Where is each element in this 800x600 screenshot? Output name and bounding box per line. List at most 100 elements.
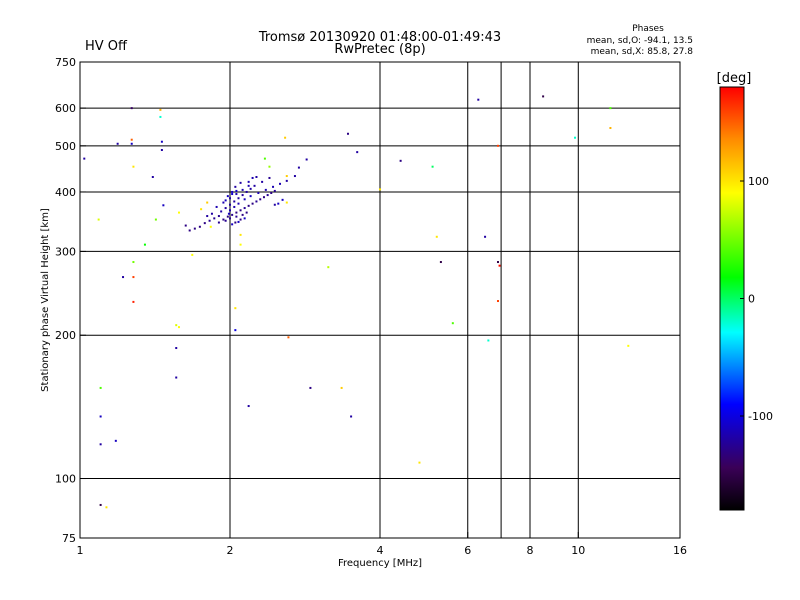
data-point xyxy=(356,151,359,154)
x-tick-label: 10 xyxy=(571,544,585,557)
data-point xyxy=(435,235,438,238)
data-point xyxy=(175,347,178,350)
data-point xyxy=(241,213,244,216)
data-point xyxy=(255,200,258,203)
data-point xyxy=(116,142,119,145)
data-point xyxy=(451,322,454,325)
data-point xyxy=(122,276,125,279)
data-point xyxy=(243,207,246,210)
data-point xyxy=(224,207,227,210)
data-point xyxy=(154,218,157,221)
data-point xyxy=(268,165,271,168)
x-tick-label: 1 xyxy=(77,544,84,557)
data-point xyxy=(574,136,577,139)
data-point xyxy=(99,415,102,418)
data-point xyxy=(233,200,236,203)
data-point xyxy=(229,197,231,200)
data-point xyxy=(191,253,194,256)
data-point xyxy=(293,175,296,178)
data-point xyxy=(114,439,117,442)
data-point xyxy=(175,376,178,379)
data-point xyxy=(270,191,273,194)
data-point xyxy=(162,204,165,207)
data-point xyxy=(542,95,545,98)
data-point xyxy=(229,203,231,206)
data-point xyxy=(217,215,220,218)
data-point xyxy=(496,261,499,264)
data-point xyxy=(305,158,308,161)
data-point xyxy=(234,185,237,188)
x-tick-label: 8 xyxy=(527,544,534,557)
chart-title-line1: Tromsø 20130920 01:48:00-01:49:43 xyxy=(258,30,501,45)
data-point xyxy=(243,217,246,220)
y-tick-label: 750 xyxy=(55,56,76,69)
data-point xyxy=(130,138,133,141)
data-point xyxy=(245,190,248,193)
data-point xyxy=(247,405,250,408)
data-point xyxy=(431,165,434,168)
data-point xyxy=(249,187,252,190)
data-point xyxy=(272,185,275,188)
y-tick-label: 400 xyxy=(55,186,76,199)
data-point xyxy=(627,344,630,347)
data-point xyxy=(143,243,146,246)
data-point xyxy=(235,193,238,196)
data-point xyxy=(237,202,240,205)
colorbar-tick-label: 0 xyxy=(748,293,755,306)
data-point xyxy=(217,221,220,224)
data-point xyxy=(215,205,218,208)
data-point xyxy=(159,115,162,118)
data-point xyxy=(229,209,231,212)
data-point xyxy=(255,175,258,178)
data-point xyxy=(206,215,209,218)
data-point xyxy=(285,175,288,178)
data-point xyxy=(160,148,163,151)
data-point xyxy=(273,189,276,192)
data-point xyxy=(231,193,234,196)
data-point xyxy=(245,211,248,214)
x-tick-label: 6 xyxy=(464,544,471,557)
data-point xyxy=(350,415,353,418)
data-point xyxy=(247,204,250,207)
data-point xyxy=(132,300,135,303)
data-point xyxy=(249,195,252,198)
data-point xyxy=(227,212,230,215)
data-point xyxy=(237,197,240,200)
data-point xyxy=(309,386,312,389)
data-point xyxy=(281,198,284,201)
data-point xyxy=(279,182,282,185)
data-point xyxy=(251,176,254,179)
data-point xyxy=(99,386,102,389)
data-point xyxy=(234,221,237,224)
data-point xyxy=(132,261,135,264)
data-point xyxy=(477,98,480,101)
data-point xyxy=(399,159,402,162)
data-point xyxy=(226,195,229,198)
y-tick-label: 75 xyxy=(62,532,76,545)
data-point xyxy=(418,461,421,464)
data-point xyxy=(193,227,196,230)
data-point xyxy=(239,218,242,221)
data-point xyxy=(264,188,267,191)
data-point xyxy=(209,225,212,228)
data-point xyxy=(609,127,612,130)
data-point xyxy=(99,443,102,446)
y-axis: 75 100 200 300 400 500 600 750 xyxy=(55,56,86,545)
data-point xyxy=(239,209,242,212)
phases-line-o: mean, sd,O: -94.1, 13.5 xyxy=(587,36,693,46)
data-point xyxy=(496,300,499,303)
colorbar-ticks: 100 0 -100 xyxy=(740,175,773,423)
x-tick-label: 4 xyxy=(377,544,384,557)
data-point xyxy=(105,506,108,509)
data-point xyxy=(340,386,343,389)
data-point xyxy=(237,220,240,223)
data-point xyxy=(327,266,330,269)
data-point xyxy=(233,205,236,208)
data-point xyxy=(235,215,238,218)
data-point xyxy=(231,190,234,193)
data-point xyxy=(177,211,180,214)
data-point xyxy=(257,191,260,194)
data-point xyxy=(241,194,244,197)
data-point xyxy=(151,175,154,178)
